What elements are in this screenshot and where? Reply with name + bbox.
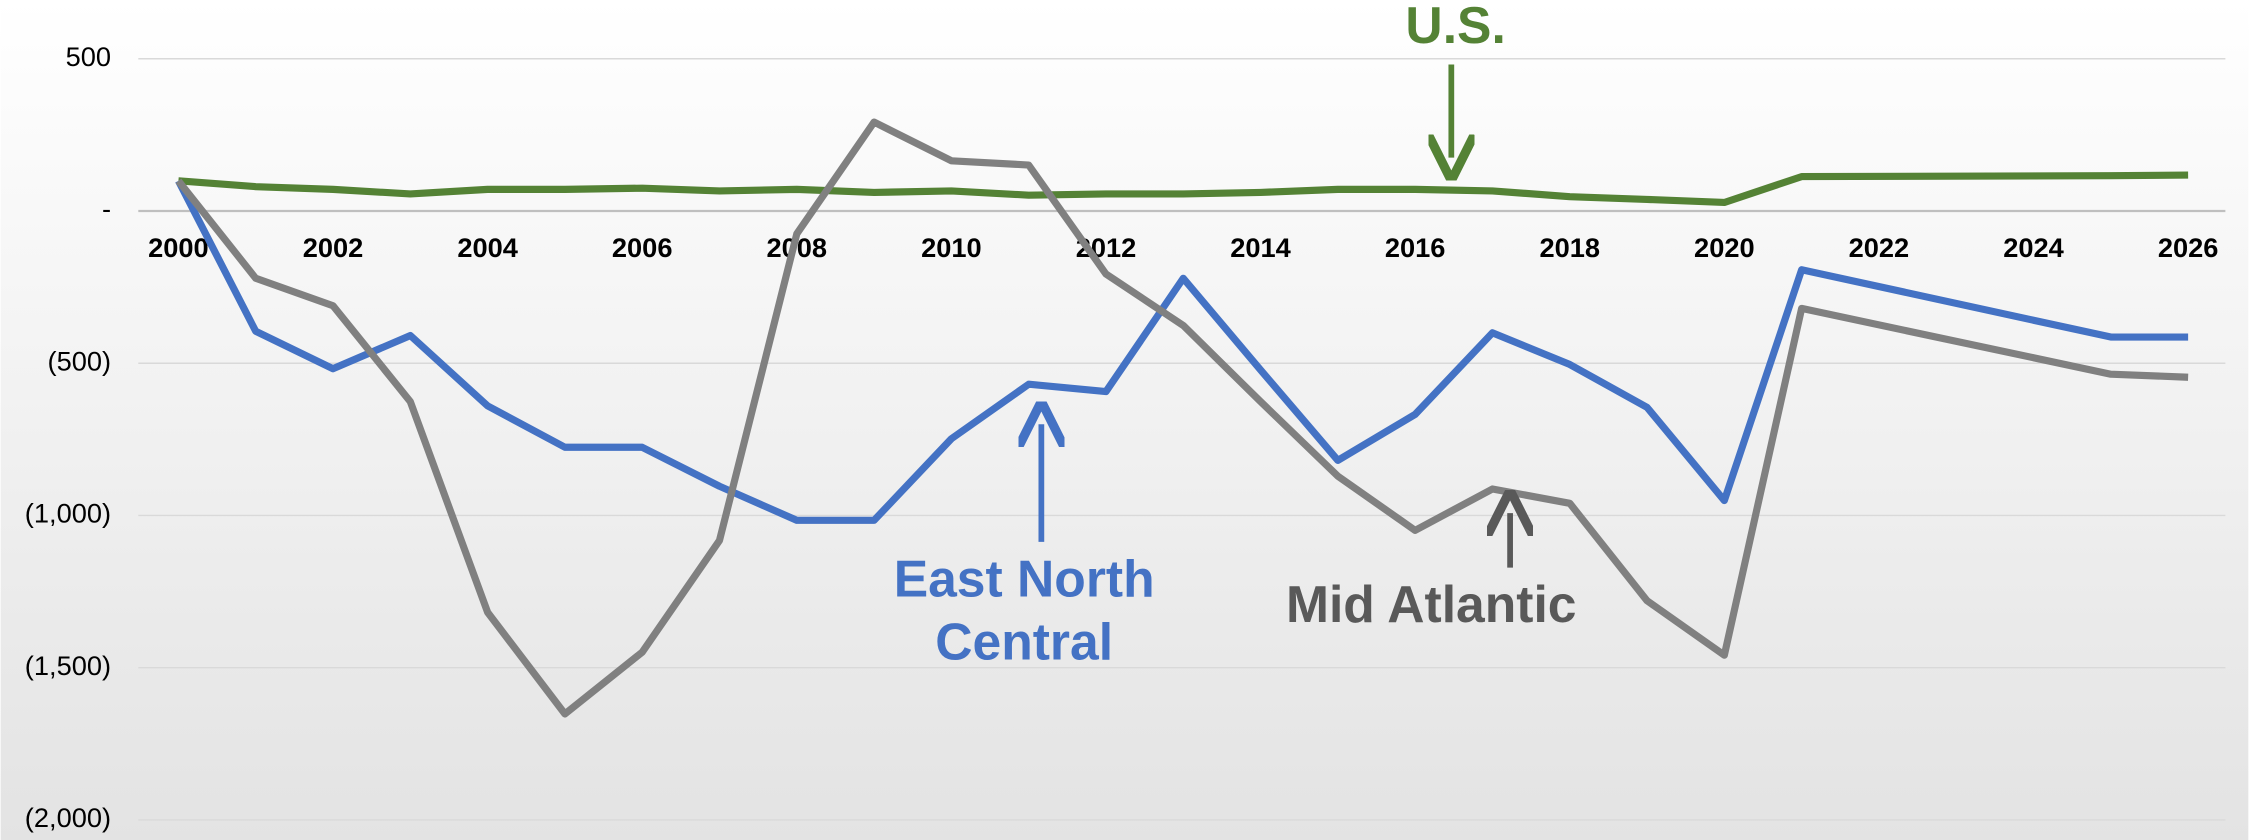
series-label-wrap: Mid Atlantic <box>1285 574 1577 634</box>
x-tick-label: 2016 <box>1385 232 1446 263</box>
y-tick-label: (1,000) <box>25 498 111 529</box>
x-tick-label: 2004 <box>457 232 518 263</box>
series-label-wrap: East North Central <box>893 549 1155 671</box>
y-tick-label: - <box>102 193 111 224</box>
x-tick-label: 2022 <box>1849 232 1910 263</box>
x-tick-label: 2010 <box>921 232 982 263</box>
y-tick-label: 500 <box>66 41 111 72</box>
y-tick-label: (1,500) <box>25 650 111 681</box>
series-label: U.S. <box>1405 0 1506 55</box>
x-tick-label: 2026 <box>2158 232 2219 263</box>
y-tick-label: (500) <box>48 345 112 376</box>
x-tick-label: 2018 <box>1539 232 1600 263</box>
x-tick-label: 2020 <box>1694 232 1755 263</box>
series-line <box>175 118 2189 718</box>
series-line <box>175 179 2189 524</box>
series-line <box>178 171 2189 207</box>
x-tick-label: 2024 <box>2003 232 2064 263</box>
x-tick-label: 2014 <box>1230 232 1291 263</box>
series-label: East North Central <box>893 549 1155 671</box>
y-tick-label: (2,000) <box>25 802 111 833</box>
x-tick-label: 2000 <box>148 232 209 263</box>
x-tick-label: 2006 <box>612 232 673 263</box>
series-label-wrap: U.S. <box>1405 0 1506 55</box>
series-label: Mid Atlantic <box>1285 574 1577 634</box>
x-tick-label: 2002 <box>303 232 364 263</box>
